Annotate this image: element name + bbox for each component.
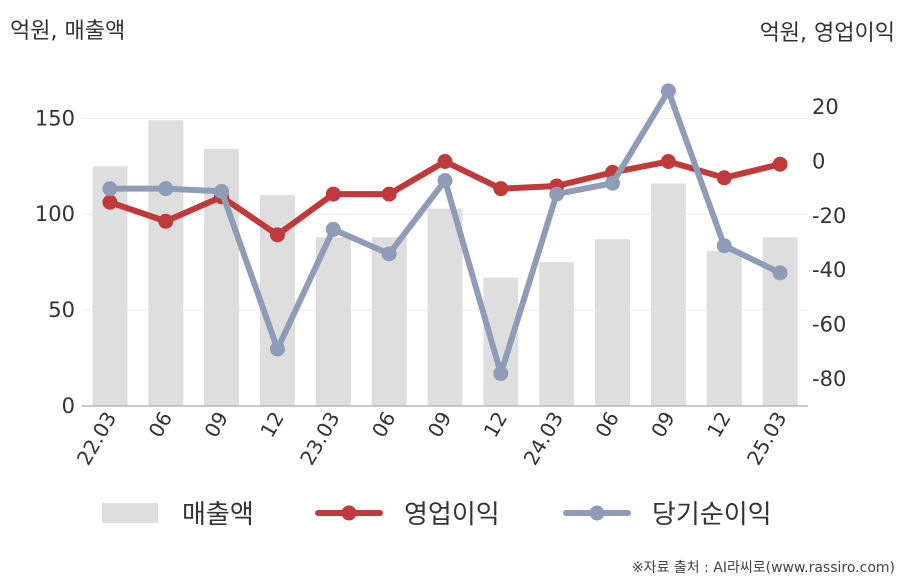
bar-09 xyxy=(427,208,463,406)
series-1-point xyxy=(772,156,788,172)
legend-swatch-marker xyxy=(589,505,605,521)
series-1-point xyxy=(716,170,732,186)
legend-label: 당기순이익 xyxy=(652,500,772,530)
right-tick-label: -80 xyxy=(812,367,846,391)
series-2-point xyxy=(437,173,453,189)
series-2-point xyxy=(660,83,676,99)
x-tick-label: 25.03 xyxy=(742,408,791,470)
series-2-point xyxy=(269,341,285,357)
series-1-point xyxy=(493,181,509,197)
bar-06 xyxy=(371,237,407,406)
source-note: ※자료 출처 : AI라씨로(www.rassiro.com) xyxy=(632,560,895,576)
series-2-point xyxy=(772,265,788,281)
series-1-point xyxy=(381,186,397,202)
x-tick-label: 09 xyxy=(423,408,457,442)
x-tick-label: 06 xyxy=(367,408,401,442)
x-tick-label: 06 xyxy=(590,408,624,442)
x-axis-ticks: 22.03 06 09 12 23.03 06 09 12 24.03 06 09 12 25.03 xyxy=(72,408,792,470)
bar-12 xyxy=(706,250,742,406)
bar-25.03 xyxy=(762,237,798,406)
legend: 매출액 영업이익 당기순이익 xyxy=(102,500,772,530)
left-tick-label: 50 xyxy=(48,298,75,322)
series-2-point xyxy=(325,221,341,237)
left-tick-label: 100 xyxy=(35,202,75,226)
x-tick-label: 12 xyxy=(702,408,736,442)
right-axis-ticks: -80 -60 -40 -20 0 20 xyxy=(812,95,846,391)
x-tick-label: 12 xyxy=(479,408,513,442)
x-tick-label: 24.03 xyxy=(519,408,568,470)
series-2-point xyxy=(493,365,509,381)
legend-swatch-bar xyxy=(102,503,158,523)
bar-23.03 xyxy=(315,237,351,406)
series-2-point xyxy=(549,186,565,202)
series-1-point xyxy=(102,194,118,210)
left-tick-label: 150 xyxy=(35,106,75,130)
left-tick-label: 0 xyxy=(62,394,75,418)
x-tick-label: 09 xyxy=(646,408,680,442)
line-series xyxy=(102,83,788,381)
bar-06 xyxy=(595,239,631,406)
right-tick-label: -60 xyxy=(812,313,846,337)
series-1-point xyxy=(660,154,676,169)
x-tick-label: 09 xyxy=(199,408,233,442)
legend-swatch-marker xyxy=(341,505,357,521)
x-tick-label: 22.03 xyxy=(72,408,121,470)
legend-label: 영업이익 xyxy=(404,500,500,530)
right-tick-label: 0 xyxy=(812,150,825,174)
series-2-point xyxy=(158,181,174,197)
bar-09 xyxy=(650,183,686,406)
x-tick-label: 06 xyxy=(144,408,178,442)
bar-06 xyxy=(148,120,184,406)
series-2-point xyxy=(716,238,732,254)
series-2-point xyxy=(102,181,118,197)
bar-24.03 xyxy=(539,262,575,406)
x-tick-label: 23.03 xyxy=(295,408,344,470)
series-1-point xyxy=(437,154,453,169)
right-tick-label: -20 xyxy=(812,204,846,228)
x-tick-label: 12 xyxy=(255,408,289,442)
series-2-point xyxy=(214,183,230,199)
left-axis-ticks: 0 50 100 150 xyxy=(35,106,75,418)
series-1-point xyxy=(158,213,174,229)
right-axis-title: 억원, 영업이익 xyxy=(760,21,895,46)
series-2-point xyxy=(605,175,621,191)
series-1-point xyxy=(269,227,285,243)
series-2-point xyxy=(381,246,397,262)
right-tick-label: -40 xyxy=(812,258,846,282)
legend-label: 매출액 xyxy=(182,500,254,530)
right-tick-label: 20 xyxy=(812,95,839,119)
series-1-point xyxy=(325,186,341,202)
left-axis-title: 억원, 매출액 xyxy=(10,19,125,44)
